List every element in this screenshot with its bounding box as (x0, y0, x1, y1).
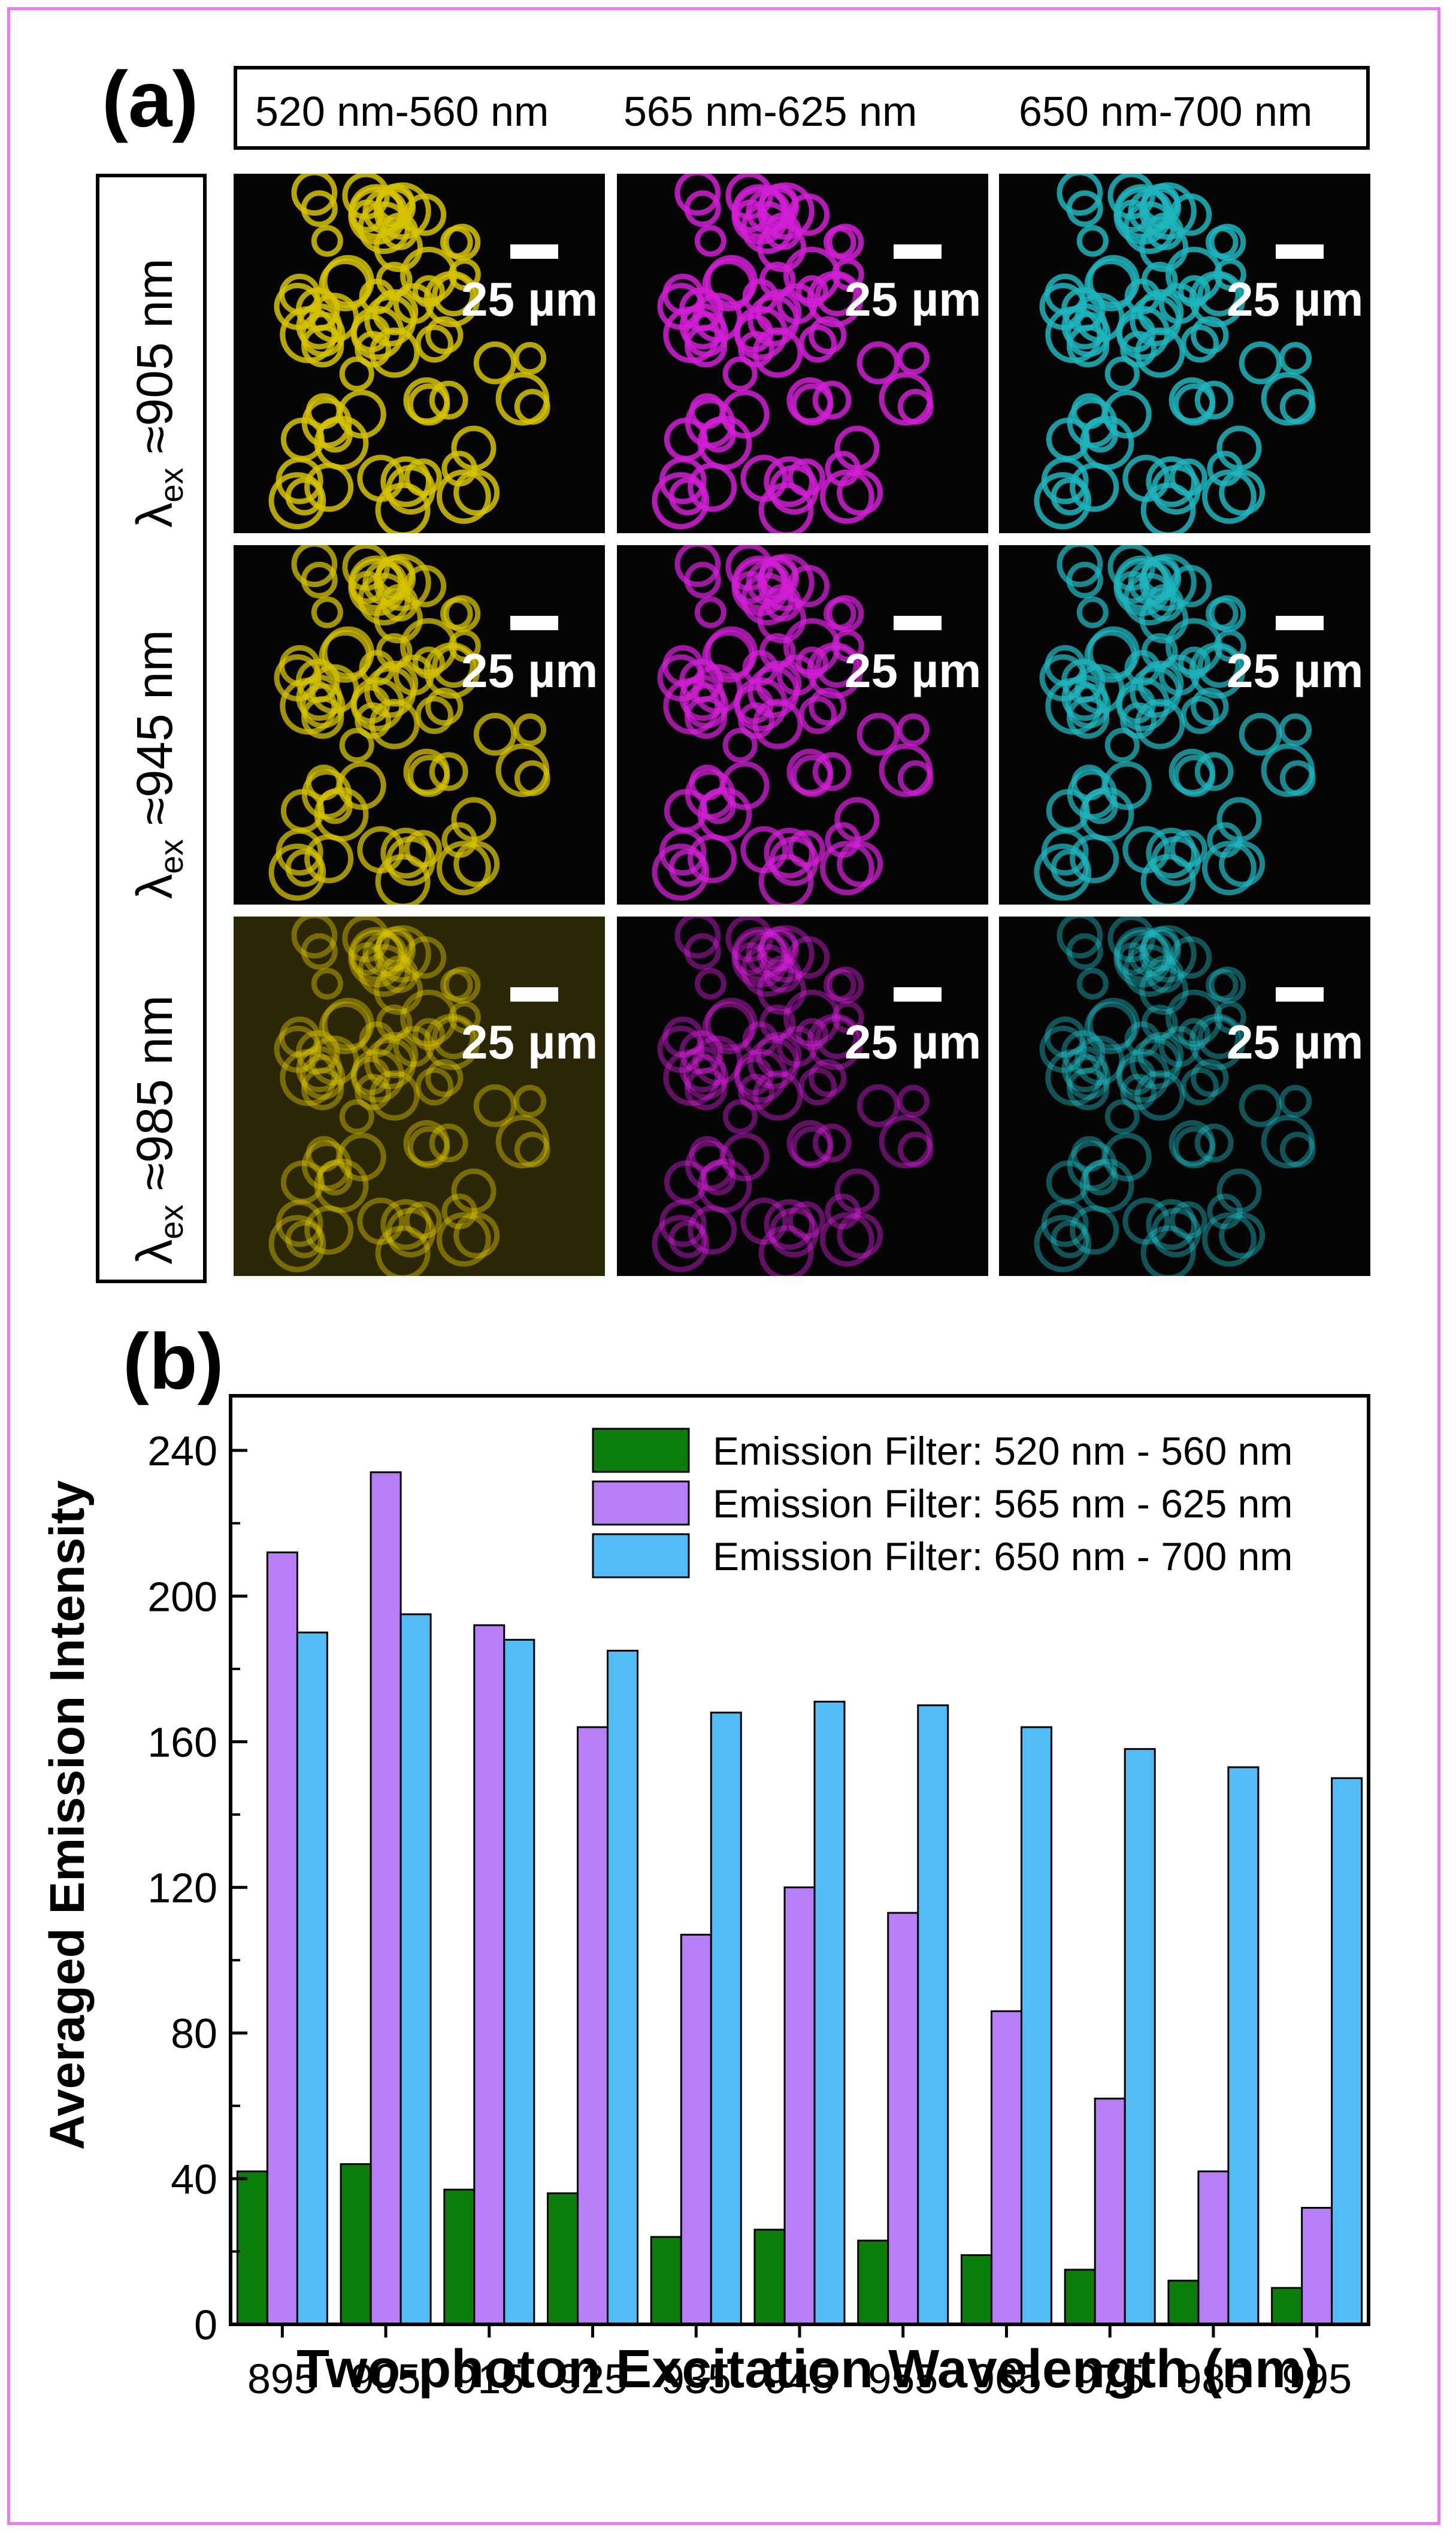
bar-985-series-3 (1227, 1766, 1260, 2326)
bar-915-series-2 (473, 1624, 505, 2326)
figure-frame (7, 7, 1440, 2525)
emission-filter-header: 520 nm-560 nm 565 nm-625 nm 650 nm-700 n… (234, 66, 1370, 150)
x-tick-label: 945 (765, 2355, 835, 2402)
scale-bar (1276, 987, 1324, 1002)
y-tick-label: 200 (147, 1573, 217, 1620)
scale-bar-label: 25 µm (461, 644, 598, 697)
scale-bar (1276, 616, 1324, 630)
filter-label-1: 520 nm-560 nm (255, 88, 549, 135)
micro-image-cyan-905: 25 µm (999, 174, 1370, 533)
micro-image-yellow-945: 25 µm (234, 545, 605, 905)
scale-bar (510, 616, 558, 630)
bar-925-series-1 (547, 2192, 579, 2326)
bar-985-series-2 (1197, 2170, 1230, 2326)
x-tick-label: 935 (661, 2355, 731, 2402)
scale-bar (894, 244, 942, 259)
bar-975-series-2 (1094, 2097, 1126, 2326)
scale-bar (510, 987, 558, 1002)
filter-label-2: 565 nm-625 nm (623, 88, 918, 135)
bar-995-series-1 (1271, 2287, 1303, 2326)
panel-b-label: (b) (123, 1317, 224, 1405)
bars-layer (236, 1471, 1363, 2326)
scale-bar (510, 244, 558, 259)
x-tick-label: 975 (1075, 2355, 1145, 2402)
scale-bar (1276, 244, 1324, 259)
bar-915-series-3 (503, 1638, 535, 2326)
y-tick-label: 120 (147, 1865, 217, 1912)
x-axis-label: Two-photon Excitation Wavelength (nm) (296, 2339, 1321, 2399)
y-tick-label: 0 (194, 2302, 217, 2348)
scale-bar-label: 25 µm (844, 1015, 982, 1069)
x-tick-label: 965 (971, 2355, 1042, 2402)
micro-image-magenta-985: 25 µm (617, 917, 988, 1276)
bar-895-series-2 (266, 1551, 298, 2326)
legend-label-3: Emission Filter: 650 nm - 700 nm (713, 1534, 1292, 1579)
bar-955-series-2 (887, 1912, 919, 2326)
excitation-header: λex ≈905 nm λex ≈945 nm λex ≈985 nm (96, 174, 207, 1283)
legend-swatch-1 (592, 1428, 690, 1473)
x-tick-label: 955 (868, 2355, 938, 2402)
bar-965-series-2 (990, 2010, 1022, 2326)
panel-a-label: (a) (102, 55, 199, 143)
bar-945-series-3 (813, 1701, 846, 2326)
bar-995-series-3 (1331, 1777, 1363, 2326)
scale-bar-label: 25 µm (844, 644, 982, 697)
bar-965-series-3 (1020, 1726, 1052, 2326)
y-tick-label: 80 (171, 2010, 217, 2057)
bar-915-series-1 (443, 2188, 476, 2326)
y-tick-label: 160 (147, 1719, 217, 1765)
bar-895-series-1 (236, 2170, 268, 2326)
bar-925-series-2 (577, 1726, 609, 2326)
x-tick-label: 985 (1179, 2355, 1249, 2402)
micro-image-magenta-905: 25 µm (617, 174, 988, 533)
micro-image-magenta-945: 25 µm (617, 545, 988, 905)
bar-985-series-1 (1167, 2279, 1200, 2326)
y-tick-label: 40 (171, 2156, 217, 2203)
scale-bar-label: 25 µm (1227, 644, 1364, 697)
micro-image-cyan-985: 25 µm (999, 917, 1370, 1276)
x-tick-label: 895 (247, 2355, 317, 2402)
bar-995-series-2 (1301, 2206, 1333, 2326)
bar-935-series-2 (680, 1934, 712, 2326)
legend-label-1: Emission Filter: 520 nm - 560 nm (713, 1429, 1292, 1473)
bar-905-series-3 (399, 1613, 432, 2326)
bar-975-series-1 (1064, 2269, 1096, 2326)
bar-905-series-1 (340, 2163, 372, 2326)
scale-bar-label: 25 µm (461, 273, 598, 326)
micro-image-yellow-905: 25 µm (234, 174, 605, 533)
scale-bar-label: 25 µm (844, 273, 982, 326)
bar-965-series-1 (960, 2254, 992, 2326)
x-tick-label: 925 (558, 2355, 628, 2402)
scale-bar-label: 25 µm (461, 1015, 598, 1069)
micro-image-yellow-985: 25 µm (234, 917, 605, 1276)
bar-955-series-1 (857, 2239, 889, 2326)
axes-layer: 0 40 80 120 160 200 240 895 905 915 925 935 945 955 96… (147, 1428, 1352, 2402)
legend-label-2: Emission Filter: 565 nm - 625 nm (713, 1481, 1292, 1526)
bar-935-series-3 (710, 1712, 742, 2326)
filter-label-3: 650 nm-700 nm (1019, 88, 1313, 135)
bar-945-series-2 (783, 1886, 816, 2326)
micro-image-cyan-945: 25 µm (999, 545, 1370, 905)
x-tick-label: 905 (351, 2355, 421, 2402)
scale-bar (894, 987, 942, 1002)
bar-955-series-3 (917, 1704, 949, 2326)
legend: Emission Filter: 520 nm - 560 nm Emission… (592, 1428, 1292, 1579)
legend-swatch-3 (592, 1533, 690, 1579)
x-tick-label: 995 (1282, 2355, 1352, 2402)
bar-975-series-3 (1124, 1748, 1156, 2326)
legend-swatch-2 (592, 1480, 690, 1526)
scale-bar (894, 616, 942, 630)
x-tick-label: 915 (454, 2355, 524, 2402)
y-axis-label: Averaged Emission Intensity (40, 1480, 95, 2150)
bar-895-series-3 (296, 1631, 328, 2326)
bar-925-series-3 (607, 1649, 639, 2326)
bar-905-series-2 (370, 1471, 402, 2326)
scale-bar-label: 25 µm (1227, 273, 1364, 326)
y-tick-label: 240 (147, 1428, 217, 1474)
bar-935-series-1 (650, 2236, 682, 2326)
bar-945-series-1 (753, 2228, 786, 2326)
scale-bar-label: 25 µm (1227, 1015, 1364, 1069)
